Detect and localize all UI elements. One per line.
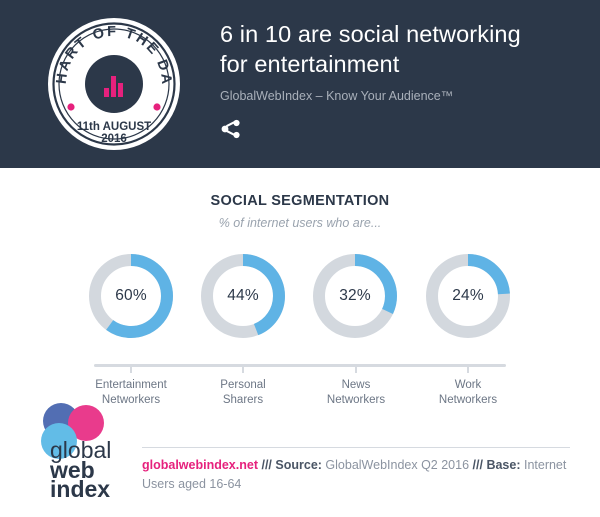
logo-text-web: web	[49, 457, 95, 483]
base-label: Base:	[486, 458, 521, 472]
donut-value: 24%	[452, 287, 484, 304]
badge-svg: CHART OF THE DAY 11th AUGUST 2016	[38, 2, 180, 150]
separator: ///	[472, 458, 483, 472]
category-label: Entertainment Networkers	[95, 379, 167, 406]
share-icon[interactable]	[220, 118, 242, 140]
logo-circle-lightblue	[41, 423, 77, 459]
badge-date-line1: 11th AUGUST	[77, 121, 151, 133]
donut-chart: 44%	[197, 250, 289, 342]
badge-dot-right	[153, 103, 161, 111]
header-text-block: 6 in 10 are social networking for entert…	[220, 19, 580, 140]
chart-of-the-day-badge: CHART OF THE DAY 11th AUGUST 2016	[38, 2, 184, 154]
category-label: Work Networkers	[438, 379, 498, 406]
donut-value: 44%	[227, 287, 259, 304]
logo-text-index: index	[50, 476, 110, 500]
donut-chart: 32%	[309, 250, 401, 342]
logo-svg: global web index	[41, 403, 111, 502]
base-value: Internet Users aged 16-64	[142, 458, 567, 491]
donut-value: 60%	[115, 287, 147, 304]
axis-tick	[355, 367, 357, 373]
donut-chart: 24%	[422, 250, 514, 342]
globalwebindex-logo: global web index	[30, 402, 138, 502]
donut-svg-3	[426, 254, 510, 338]
category-label: News Networkers	[326, 379, 386, 406]
axis-tick	[242, 367, 244, 373]
footer-source-line: globalwebindex.net /// Source: GlobalWeb…	[142, 456, 572, 494]
donut-svg-0	[89, 254, 173, 338]
donut-chart: 60%	[85, 250, 177, 342]
source-value: GlobalWebIndex Q2 2016	[325, 458, 470, 472]
axis-tick	[130, 367, 132, 373]
chart-title: SOCIAL SEGMENTATION	[210, 193, 390, 209]
badge-date-line2: 2016	[101, 133, 127, 145]
header-bar: CHART OF THE DAY 11th AUGUST 2016 6 in 1…	[0, 0, 600, 168]
website-link[interactable]: globalwebindex.net	[142, 458, 258, 472]
donut-chart-group: 60% 44% 32%	[0, 250, 600, 350]
donut-svg-2	[313, 254, 397, 338]
page-title: 6 in 10 are social networking for entert…	[220, 21, 521, 77]
donut-svg-1	[201, 254, 285, 338]
bar-chart-icon	[104, 76, 123, 97]
axis-tick	[467, 367, 469, 373]
logo-circle-magenta	[68, 405, 104, 441]
page-subtitle: GlobalWebIndex – Know Your Audience™	[220, 89, 454, 103]
source-label: Source:	[275, 458, 322, 472]
badge-dot-left	[67, 103, 75, 111]
logo-text-global: global	[50, 437, 111, 463]
donut-value: 32%	[339, 287, 371, 304]
separator: ///	[261, 458, 272, 472]
chart-body: SOCIAL SEGMENTATION % of internet users …	[0, 168, 600, 517]
axis-line	[94, 364, 506, 367]
chart-subtitle: % of internet users who are...	[218, 216, 382, 230]
category-label: Personal Sharers	[220, 379, 266, 406]
footer-divider	[142, 447, 570, 448]
